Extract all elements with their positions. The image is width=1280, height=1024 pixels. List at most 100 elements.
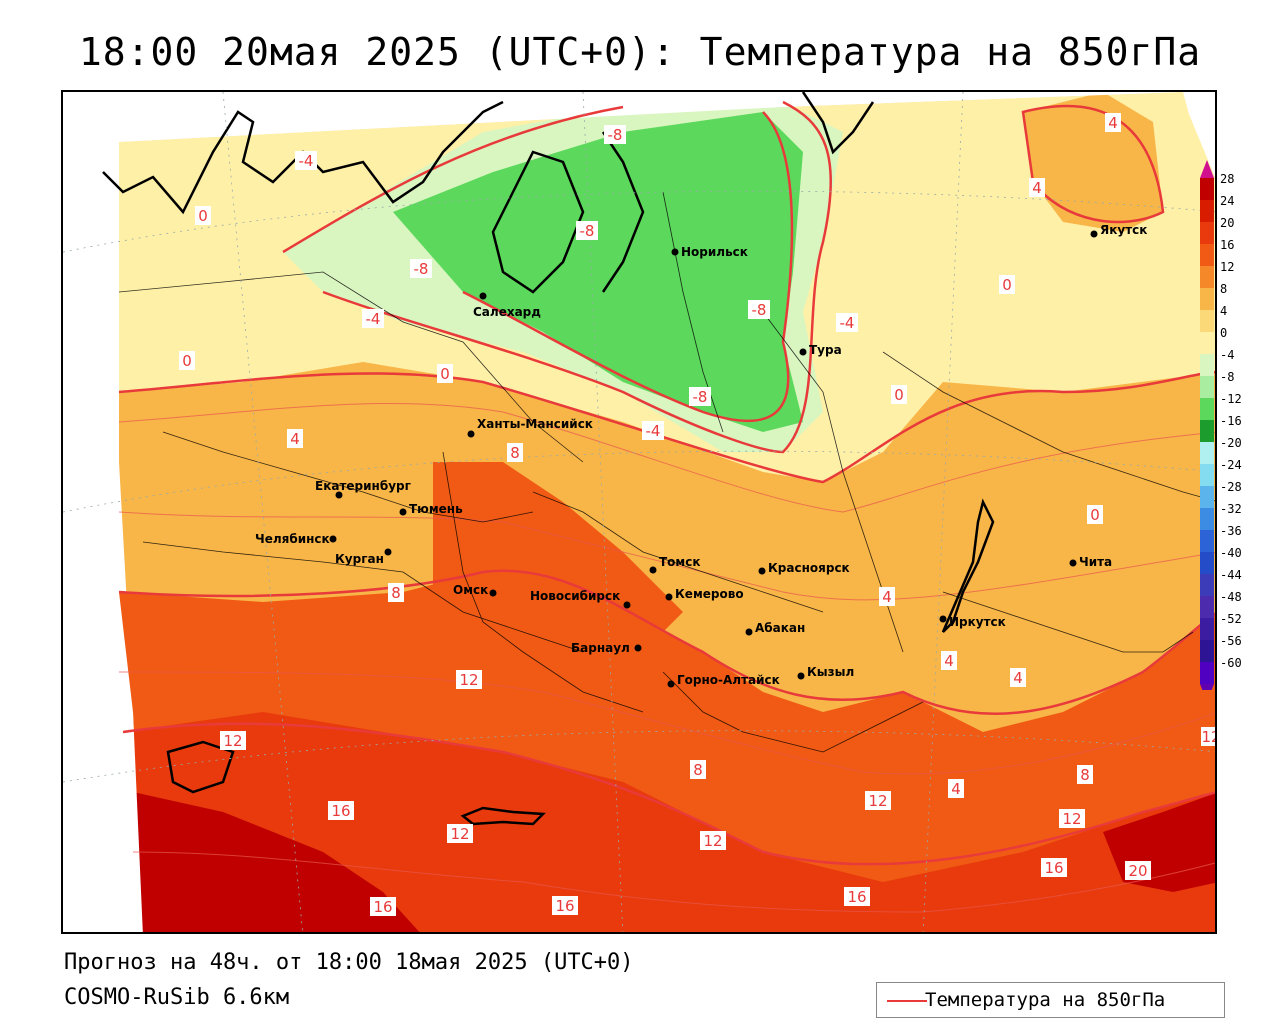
svg-text:Красноярск: Красноярск [768,561,850,575]
scale-swatch [1200,354,1214,376]
scale-tick-label: -8 [1220,370,1234,384]
isotherm-label: -8 [414,260,429,278]
svg-text:Екатеринбург: Екатеринбург [315,479,411,493]
scale-swatch [1200,376,1214,398]
svg-text:Якутск: Якутск [1100,223,1147,237]
scale-swatch [1200,244,1214,266]
scale-tick-label: 12 [1220,260,1234,274]
scale-swatch [1200,464,1214,486]
scale-tick-label: 0 [1220,326,1227,340]
isotherm-label: 4 [882,588,892,606]
city-abakan: Абакан [745,621,805,636]
scale-swatch [1200,530,1214,552]
svg-text:Томск: Томск [659,555,701,569]
scale-tick-label: -56 [1220,634,1242,648]
city-salekhard: Салехард [473,292,541,319]
isotherm-label: 4 [1108,114,1118,132]
scale-tick-label: -28 [1220,480,1242,494]
city-barnaul: Барнаул [571,641,642,655]
scale-swatch [1200,398,1214,420]
scale-tick-label: -16 [1220,414,1242,428]
legend-line-swatch [887,1000,927,1002]
scale-swatch [1200,200,1214,222]
scale-bottom-arrow [1200,684,1214,690]
extreme-area-west [133,792,420,932]
isotherm-label: 4 [951,780,961,798]
isotherm-label: 12 [459,671,478,689]
scale-swatch [1200,662,1214,684]
isotherm-label: 12 [868,792,887,810]
scale-tick-label: 28 [1220,172,1234,186]
scale-tick-label: -60 [1220,656,1242,670]
city-novosibirsk: Новосибирск [530,589,631,609]
isotherm-label: -4 [646,422,661,440]
city-norilsk: Норильск [671,245,748,259]
city-chelyabinsk: Челябинск [255,532,337,546]
city-tura: Тура [799,343,842,357]
scale-swatch [1200,332,1214,354]
isotherm-label: 16 [1044,859,1063,877]
scale-swatch [1200,222,1214,244]
scale-swatch [1200,420,1214,442]
city-kurgan: Курган [335,548,392,566]
city-yekaterinburg: Екатеринбург [315,479,411,499]
isotherm-label: 12 [450,825,469,843]
forecast-info: Прогноз на 48ч. от 18:00 18мая 2025 (UTC… [64,950,634,975]
isotherm-label: 8 [510,444,520,462]
scale-tick-label: 16 [1220,238,1234,252]
svg-text:Омск: Омск [453,583,488,597]
scale-tick-label: -40 [1220,546,1242,560]
scale-tick-label: 20 [1220,216,1234,230]
svg-text:Кызыл: Кызыл [807,665,854,679]
svg-text:Салехард: Салехард [473,305,541,319]
svg-text:Курган: Курган [335,552,384,566]
city-kyzyl: Кызыл [797,665,854,680]
isotherm-label: 12 [703,832,722,850]
isotherm-labels: -8 -8 -8 -8 -8 -4 -4 -4 -4 0 0 0 0 0 0 4… [179,113,1215,916]
scale-tick-label: -12 [1220,392,1242,406]
very-hot-area [123,712,1215,932]
isotherm-label: 8 [693,761,703,779]
city-tyumen: Тюмень [399,502,463,516]
city-khanty-mansiysk: Ханты-Мансийск [467,417,593,438]
isotherm-label: -8 [693,388,708,406]
city-yakutsk: Якутск [1090,223,1147,238]
svg-text:Тюмень: Тюмень [409,502,463,516]
city-kemerovo: Кемерово [665,587,744,601]
isotherm-label: 20 [1128,862,1147,880]
city-markers: Норильск Якутск Салехард Тура Ханты-Манс… [255,223,1147,688]
scale-swatch [1200,178,1214,200]
scale-swatch [1200,640,1214,662]
scale-tick-label: -24 [1220,458,1242,472]
isotherm-label: 0 [440,365,450,383]
isotherm-label: 12 [223,732,242,750]
isotherm-label: 4 [944,652,954,670]
scale-swatch [1200,508,1214,530]
map-frame: -8 -8 -8 -8 -8 -4 -4 -4 -4 0 0 0 0 0 0 4… [61,90,1217,934]
isotherm-label: 12 [1062,810,1081,828]
scale-swatch [1200,618,1214,640]
cold-area [393,112,803,432]
scale-swatch [1200,574,1214,596]
city-krasnoyarsk: Красноярск [758,561,850,575]
svg-text:Иркутск: Иркутск [949,615,1006,629]
legend-box: Температура на 850гПа [876,982,1225,1018]
isotherm-label: -4 [299,152,314,170]
region-borders [118,191,1215,753]
scale-swatch [1200,310,1214,332]
temperature-map: -8 -8 -8 -8 -8 -4 -4 -4 -4 0 0 0 0 0 0 4… [63,92,1215,932]
scale-top-arrow [1200,160,1214,178]
color-scale: 28 24 20 16 12 8 4 0 -4 -8 -12 -16 -20 -24 -28 -32 -36 -4… [1200,160,1242,690]
isotherm-label: 16 [373,898,392,916]
scale-swatch [1200,442,1214,464]
isotherm-label: 16 [555,897,574,915]
scale-tick-label: -44 [1220,568,1242,582]
isotherm-label: 4 [1013,669,1023,687]
svg-text:Абакан: Абакан [755,621,805,635]
coastlines [102,92,995,826]
scale-tick-label: 24 [1220,194,1234,208]
scale-tick-label: -32 [1220,502,1242,516]
scale-tick-label: -48 [1220,590,1242,604]
scale-swatch [1200,266,1214,288]
city-chita: Чита [1069,555,1112,569]
